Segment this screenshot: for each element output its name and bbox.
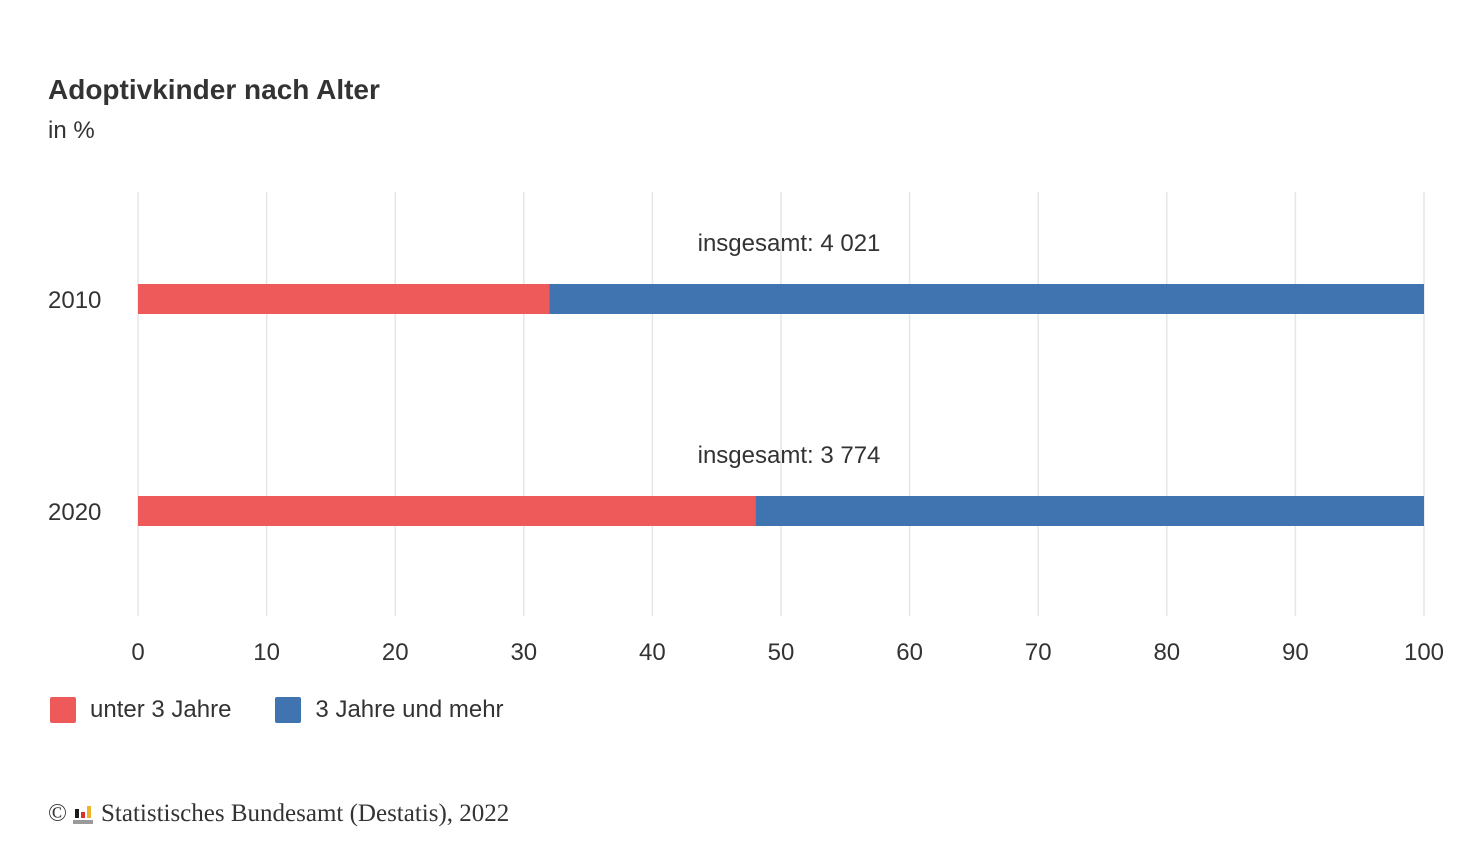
x-tick-label: 60 xyxy=(896,639,923,666)
y-category-label: 2010 xyxy=(48,287,101,314)
x-tick-label: 70 xyxy=(1025,639,1052,666)
bar-3-and-more-2020 xyxy=(755,496,1424,526)
chart-title: Adoptivkinder nach Alter xyxy=(48,74,380,105)
y-category-label: 2020 xyxy=(48,499,101,526)
x-tick-label: 20 xyxy=(382,639,409,666)
legend-label: 3 Jahre und mehr xyxy=(315,696,504,723)
x-tick-label: 50 xyxy=(768,639,795,666)
x-tick-label: 100 xyxy=(1404,639,1444,666)
destatis-logo-icon xyxy=(73,803,95,825)
legend-item-under-3[interactable]: unter 3 Jahre xyxy=(50,696,231,724)
bar-chart: 0 10 20 30 40 50 60 70 80 90 100 2010 insgesamt: 4 0… xyxy=(48,192,1444,666)
x-tick-label: 30 xyxy=(510,639,537,666)
source-credit: © Statistisches Bundesamt (Destatis), 20… xyxy=(48,800,509,828)
bar-under-3-2010 xyxy=(138,284,550,314)
chart-subtitle: in % xyxy=(48,117,95,144)
bar-3-and-more-2010 xyxy=(549,284,1424,314)
legend-swatch xyxy=(275,697,302,723)
credit-text: Statistisches Bundesamt (Destatis), 2022 xyxy=(101,800,510,827)
legend-swatch xyxy=(50,697,76,723)
total-annotation: insgesamt: 3 774 xyxy=(698,442,881,469)
total-annotation: insgesamt: 4 021 xyxy=(698,230,881,257)
legend: unter 3 Jahre 3 Jahre und mehr xyxy=(50,696,548,724)
x-tick-label: 0 xyxy=(131,639,144,666)
bar-under-3-2020 xyxy=(138,496,756,526)
x-tick-label: 40 xyxy=(639,639,666,666)
legend-item-3-and-more[interactable]: 3 Jahre und mehr xyxy=(275,696,504,724)
x-tick-label: 80 xyxy=(1153,639,1180,666)
legend-label: unter 3 Jahre xyxy=(90,696,232,723)
x-tick-label: 90 xyxy=(1282,639,1309,666)
copyright-symbol: © xyxy=(48,800,67,827)
x-tick-label: 10 xyxy=(253,639,280,666)
